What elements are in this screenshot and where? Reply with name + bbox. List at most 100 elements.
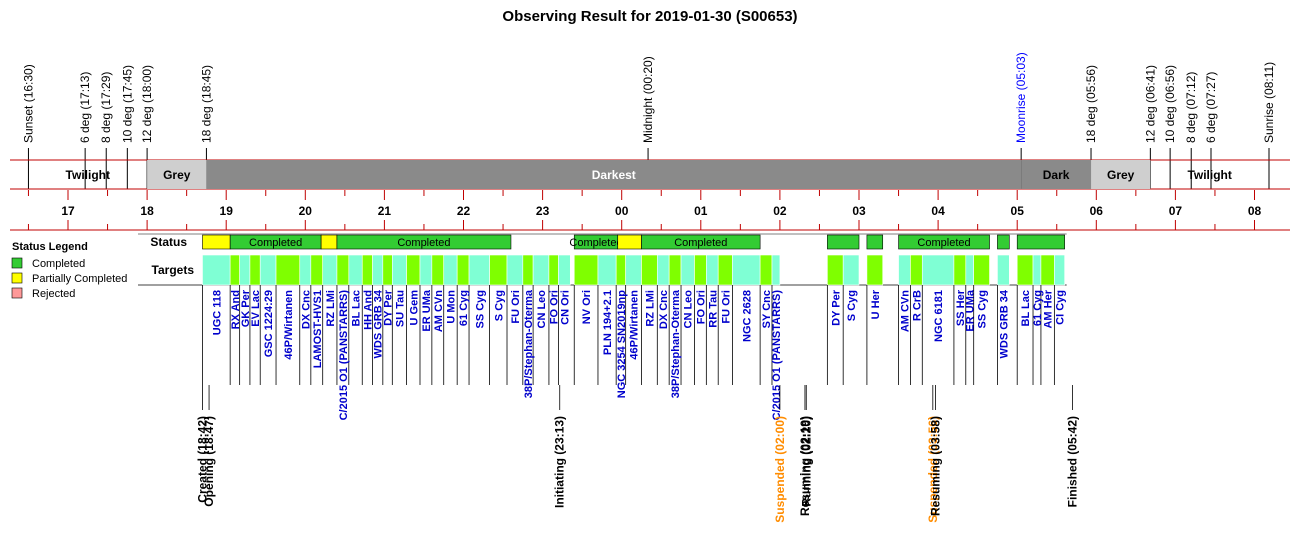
target-block [443,254,458,286]
target-label: DX Cnc [300,290,312,329]
target-label: R CrB [911,290,923,321]
target-label: GSC 1224:29 [263,290,275,357]
hour-tick-label: 08 [1248,204,1262,218]
target-label: NGC 6181 [933,290,945,342]
target-block [898,254,911,286]
legend-swatch-partial [11,272,23,284]
targets-row-label: Targets [152,263,195,277]
sky-event-label: Midnight (00:20) [641,56,655,143]
hour-tick-label: 17 [61,204,75,218]
target-label: CN Leo [536,290,548,329]
status-block-completed [641,234,761,250]
hour-tick-label: 00 [615,204,629,218]
bottom-event-label: Finished (05:42) [1066,416,1080,507]
status-block-completed [1016,234,1065,250]
target-label: AM CVn [899,290,911,332]
sky-event-label: 18 deg (05:56) [1084,65,1098,143]
target-block [310,254,324,286]
bottom-event-label: Suspended (03:56) [926,416,940,523]
target-block [532,254,550,286]
target-label: PLN 194+2.1 [602,290,614,355]
target-block [921,254,955,286]
sky-condition-band: Twilight Grey Darkest Dark Grey Twilight [10,159,1290,190]
target-block [489,254,508,286]
target-label: GK Per [240,289,252,327]
target-block [382,254,393,286]
sky-segment-label: Darkest [592,168,636,182]
target-label: AM Her [1043,289,1055,328]
target-label: CN Leo [683,290,695,329]
hour-tick-label: 06 [1090,204,1104,218]
target-label: WDS GRB 34 [998,289,1010,358]
sky-segment-label: Grey [1107,168,1135,182]
target-label: FO Ori [549,290,561,324]
bottom-event-label: Opening (18:47) [202,416,216,507]
target-block [965,254,974,286]
status-row-label: Status [150,235,187,249]
bottom-event-label: Created (18:42) [195,416,209,503]
legend-title: Status Legend [12,241,88,253]
target-label: U Mon [445,290,457,324]
sky-event-label: 8 deg (07:12) [1184,72,1198,143]
target-label: ER UMa [965,289,977,331]
status-block-label: Completed [397,237,450,249]
sky-event-label: 6 deg (17:13) [78,72,92,143]
sky-segment-label: Twilight [1187,168,1231,182]
target-block [336,254,350,286]
sky-event-label: 10 deg (17:45) [120,65,134,143]
sky-segment-label: Dark [1043,168,1070,182]
status-block-label: Completed [569,237,622,249]
target-block [431,254,445,286]
status-block-completed [336,234,512,250]
legend-label-completed: Completed [32,258,85,270]
sky-segment-label: Grey [163,168,191,182]
target-label: U Gem [408,290,420,326]
sky-event-label: 12 deg (18:00) [140,65,154,143]
target-block [468,254,490,286]
bottom-event-label: Resuming (03:58) [928,416,942,516]
status-block-partial [617,234,642,250]
sky-segment-grey [1091,160,1151,189]
target-label: SS Her [955,289,967,326]
target-block [656,254,670,286]
target-label: SU Tau [394,290,406,327]
target-block [997,254,1010,286]
target-block [1016,254,1034,286]
target-block [732,254,761,286]
target-block [249,254,261,286]
target-block [842,254,860,286]
target-label: AM CVn [433,290,445,332]
hour-tick-label: 22 [457,204,471,218]
sky-event-label: 12 deg (06:41) [1143,65,1157,143]
sky-event-label: Sunrise (08:11) [1262,62,1276,143]
target-label: DX Cnc [658,290,670,329]
legend-swatch-completed [11,257,23,269]
target-label: CI Cyg [1055,290,1067,325]
hour-tick-label: 23 [536,204,550,218]
hour-axis: 17 18 19 20 21 22 23 00 01 02 03 04 05 06 07 08 [10,190,1290,231]
target-label: RX And [230,290,242,329]
status-block-completed [827,234,860,250]
target-block [641,254,658,286]
sky-event-label: Sunset (16:30) [21,64,35,143]
target-block [953,254,967,286]
target-label: SS Cyg [474,290,486,329]
target-label: SS Cyg [977,290,989,329]
target-label: RZ LMi [644,290,656,327]
status-legend: Status Legend Completed Partially Comple… [11,241,127,300]
bottom-event-label: Initiating (23:13) [553,416,567,508]
status-row: Completed Completed Completed Completed Comp… [138,233,1067,250]
target-label: BL Lac [351,290,363,326]
target-label: WDS GRB 34 [373,289,385,358]
target-block [202,254,231,286]
target-block [573,254,599,286]
target-label: FO Ori [695,290,707,324]
target-label: CN Ori [559,290,571,325]
target-block [506,254,524,286]
target-block [706,254,719,286]
target-block [866,254,884,286]
target-label: C/2015 O1 (PANSTARRS) [338,290,350,421]
sky-event-label: 18 deg (18:45) [199,65,213,143]
target-label: 61 Cyg [458,290,470,326]
